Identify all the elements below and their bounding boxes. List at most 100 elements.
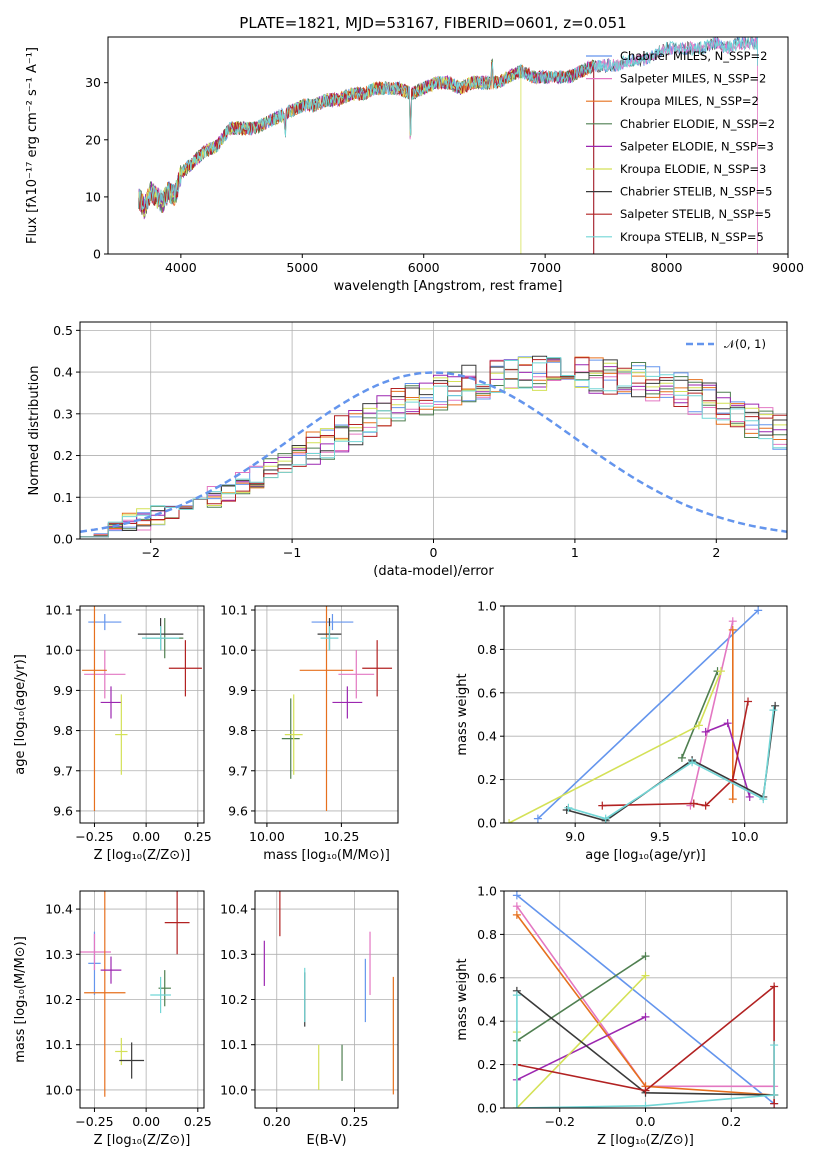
x-axis-label: Z [log₁₀(Z/Z⊙)] <box>94 1133 191 1148</box>
data-point <box>759 795 768 804</box>
y-tick-label: 10 <box>85 189 101 204</box>
data-point <box>745 792 754 801</box>
data-point <box>701 801 710 810</box>
y-axis-label: age [log₁₀(age/yr)] <box>13 654 28 775</box>
data-point <box>769 706 778 715</box>
y-tick-label: 30 <box>85 75 101 90</box>
x-tick-label: 2 <box>712 545 720 560</box>
data-point <box>716 667 725 676</box>
y-tick-label: 0.2 <box>477 772 497 787</box>
axes-frame <box>79 321 788 540</box>
y-tick-label: 0.4 <box>53 365 73 380</box>
histogram-line <box>80 357 787 538</box>
axes-frame <box>107 36 789 255</box>
x-axis-label: (data-model)/error <box>373 564 494 579</box>
x-tick-label: 5000 <box>286 260 318 275</box>
x-axis-label: Z [log₁₀(Z/Z⊙)] <box>597 1133 694 1148</box>
x-tick-label: −0.2 <box>545 1114 575 1129</box>
legend-label: Chabrier ELODIE, N_SSP=2 <box>620 117 775 131</box>
panel-8: −0.2 0.0 0.2 0.0 0.2 0.4 0.6 0.8 1.0 Z [log₁₀(Z/Z… <box>455 884 788 1148</box>
y-tick-label: 10.3 <box>45 947 73 962</box>
series-line <box>516 955 646 1042</box>
y-tick-label: 10.0 <box>45 643 73 658</box>
data-point <box>744 697 753 706</box>
x-tick-label: 0.20 <box>263 1114 291 1129</box>
x-tick-label: 8000 <box>651 260 683 275</box>
x-tick-label: −2 <box>141 545 159 560</box>
y-tick-label: 9.8 <box>228 723 248 738</box>
data-point <box>564 803 573 812</box>
x-tick-label: 10.25 <box>323 829 359 844</box>
axes-frame <box>254 890 399 1109</box>
x-tick-label: 9.0 <box>565 829 585 844</box>
spectrum-line <box>138 62 595 254</box>
data-point <box>771 701 780 710</box>
plot-area <box>82 606 202 811</box>
series-line <box>516 894 775 1105</box>
axes-frame <box>79 890 205 1109</box>
plot-area <box>138 37 758 254</box>
y-tick-label: 10.3 <box>220 947 248 962</box>
data-point <box>598 801 607 810</box>
series-line <box>537 609 759 820</box>
legend-label: Kroupa ELODIE, N_SSP=3 <box>620 162 766 176</box>
x-tick-label: 0.25 <box>341 1114 369 1129</box>
y-tick-label: 0.8 <box>477 642 497 657</box>
y-tick-label: 0.1 <box>53 490 73 505</box>
x-axis-label: wavelength [Angstrom, rest frame] <box>334 279 563 294</box>
x-tick-label: 0.00 <box>132 829 160 844</box>
panel-1: 4000 5000 6000 7000 8000 9000 0 10 20 30 wavelengt… <box>25 14 804 294</box>
x-tick-label: 6000 <box>408 260 440 275</box>
data-point <box>728 617 737 626</box>
panel-5: 9.0 9.5 10.0 0.0 0.2 0.4 0.6 0.8 1.0 age [log₁₀(a… <box>455 599 788 863</box>
x-tick-label: 4000 <box>165 260 197 275</box>
x-tick-label: 1 <box>571 545 579 560</box>
x-axis-label: E(B-V) <box>306 1133 346 1148</box>
y-axis-label: Normed distribution <box>27 366 42 496</box>
x-axis-label: mass [log₁₀(M/M⊙)] <box>263 848 390 863</box>
panel-4: 10.00 10.25 9.6 9.7 9.8 9.9 10.0 10.1 mass [log₁… <box>220 603 399 863</box>
x-tick-label: −1 <box>283 545 301 560</box>
y-tick-label: 10.2 <box>220 992 248 1007</box>
data-point <box>512 902 521 911</box>
data-point <box>641 1086 650 1095</box>
x-tick-label: 0.2 <box>721 1114 741 1129</box>
y-tick-label: 9.7 <box>53 763 73 778</box>
legend-label: Salpeter ELODIE, N_SSP=3 <box>620 139 774 153</box>
histogram-line <box>80 357 787 538</box>
data-point <box>677 753 686 762</box>
y-tick-label: 10.0 <box>220 643 248 658</box>
spectrum-line <box>138 61 522 254</box>
data-point <box>512 910 521 919</box>
y-tick-label: 10.0 <box>220 1082 248 1097</box>
y-tick-label: 10.4 <box>45 902 73 917</box>
panel-2: −2 −1 0 1 2 0.0 0.1 0.2 0.3 0.4 0.5 (data-model)/er… <box>27 321 788 579</box>
y-tick-label: 0.2 <box>53 448 73 463</box>
x-tick-label: 7000 <box>529 260 561 275</box>
data-point <box>512 991 521 1000</box>
plot-area <box>505 606 780 823</box>
y-tick-label: 0.5 <box>53 323 73 338</box>
plot-area <box>263 891 394 1095</box>
y-axis-label: Flux [fλ10⁻¹⁷ erg cm⁻² s⁻¹ A⁻¹] <box>25 47 40 244</box>
data-point <box>728 625 737 634</box>
data-point <box>770 1041 779 1050</box>
plot-area <box>80 355 787 538</box>
x-tick-label: 9.5 <box>650 829 670 844</box>
y-tick-label: 9.9 <box>228 683 248 698</box>
grid-lines <box>504 890 787 1109</box>
y-axis-label: mass [log₁₀(M/M⊙)] <box>13 936 28 1063</box>
y-tick-label: 9.7 <box>228 763 248 778</box>
y-tick-label: 0.0 <box>477 816 497 831</box>
y-tick-label: 0.4 <box>477 1014 497 1029</box>
y-tick-label: 10.1 <box>45 603 73 618</box>
y-tick-label: 10.2 <box>45 992 73 1007</box>
plot-area <box>80 891 190 1097</box>
grid-lines <box>80 891 204 1108</box>
grid-lines <box>504 605 787 824</box>
legend-label: Salpeter STELIB, N_SSP=5 <box>620 207 771 221</box>
panel-7: 0.20 0.25 10.0 10.1 10.2 10.3 10.4 E(B-V) <box>220 890 399 1148</box>
panel-3: −0.25 0.00 0.25 9.6 9.7 9.8 9.9 10.0 10.1 Z [log₁… <box>13 603 212 863</box>
y-tick-label: 1.0 <box>477 599 497 614</box>
legend-label: Kroupa STELIB, N_SSP=5 <box>620 230 764 244</box>
